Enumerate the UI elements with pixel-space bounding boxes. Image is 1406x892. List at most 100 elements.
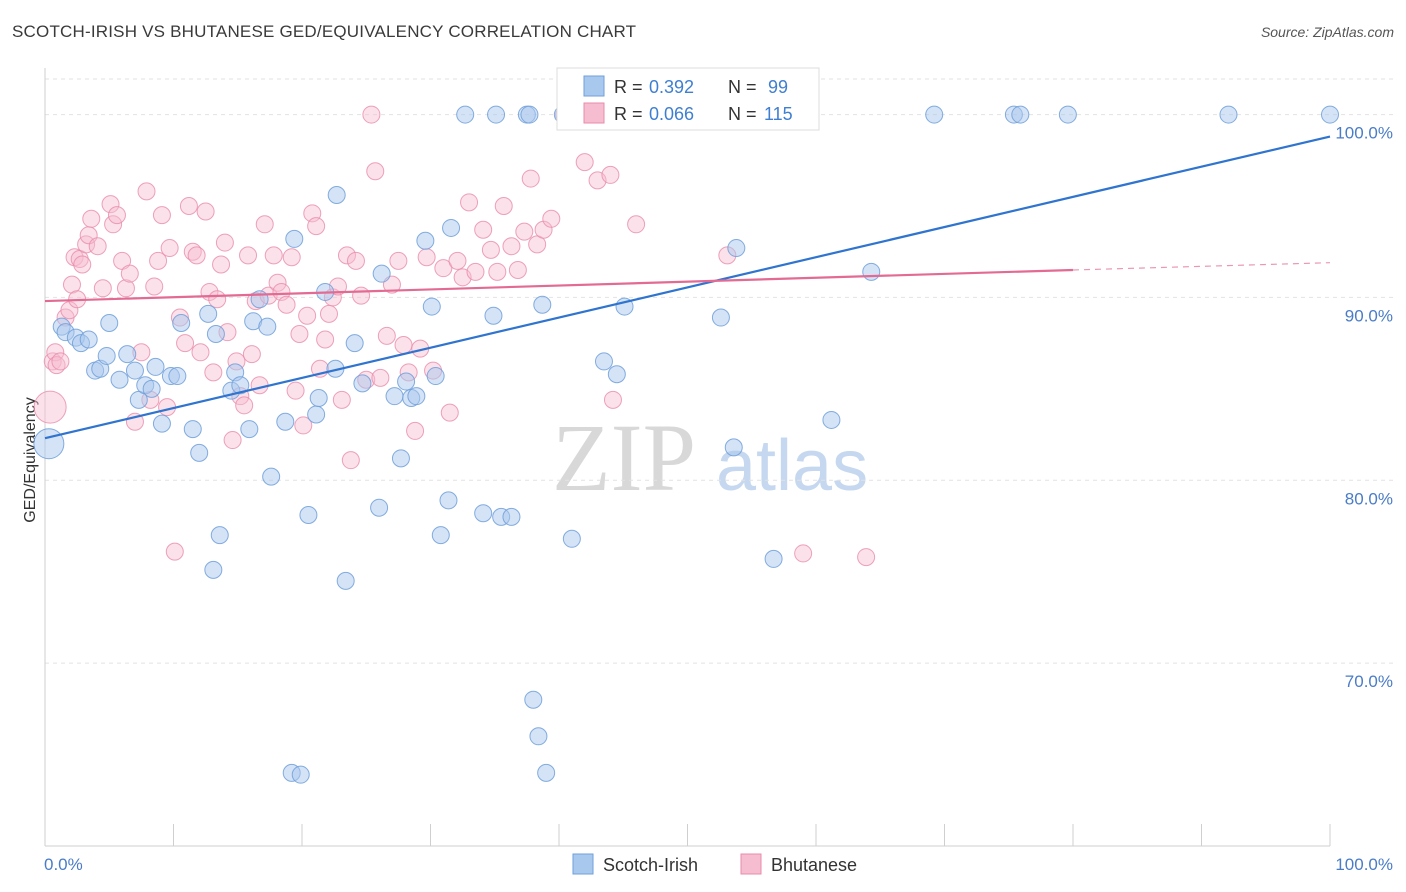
bhutanese-point xyxy=(46,343,65,362)
bhutanese-point xyxy=(406,421,425,440)
bhutanese-point xyxy=(290,325,309,343)
scotch-irish-point xyxy=(474,504,493,523)
bhutanese-trend-extension xyxy=(1072,262,1331,271)
bhutanese-point xyxy=(371,368,390,387)
bottom-legend-label-bhutanese: Bhutanese xyxy=(771,855,857,875)
bhutanese-point xyxy=(474,220,493,239)
bhutanese-point xyxy=(277,295,296,314)
scotch-irish-point xyxy=(258,317,277,336)
bhutanese-point xyxy=(116,279,135,298)
bhutanese-point xyxy=(362,105,381,124)
legend-n-value-2: 115 xyxy=(764,104,793,124)
bhutanese-point xyxy=(208,290,227,309)
bhutanese-point xyxy=(235,396,254,415)
bhutanese-point xyxy=(377,326,396,345)
bhutanese-point xyxy=(603,390,622,409)
scotch-irish-point xyxy=(118,345,137,364)
bhutanese-point xyxy=(187,246,206,265)
bhutanese-point xyxy=(255,215,274,234)
bhutanese-point xyxy=(857,548,876,567)
legend-r-label-1: R = xyxy=(614,77,643,97)
chart-title: SCOTCH-IRISH VS BHUTANESE GED/EQUIVALENC… xyxy=(12,22,637,41)
scotch-irish-point xyxy=(285,229,304,248)
bottom-legend-label-scotch-irish: Scotch-Irish xyxy=(603,855,698,875)
bhutanese-point xyxy=(212,255,231,274)
scotch-irish-point xyxy=(562,529,581,548)
bhutanese-point xyxy=(33,390,67,424)
axes xyxy=(44,68,1331,847)
bhutanese-point xyxy=(319,304,338,323)
scotch-irish-point xyxy=(210,526,229,545)
scotch-irish-point xyxy=(1058,105,1077,124)
bhutanese-point xyxy=(152,206,171,225)
source-credit: Source: ZipAtlas.com xyxy=(1260,24,1394,40)
scotch-irish-trend-line xyxy=(44,135,1331,440)
bhutanese-point xyxy=(191,343,210,362)
scotch-irish-point xyxy=(276,412,295,431)
bottom-legend: Scotch-Irish Bhutanese xyxy=(572,853,857,875)
bhutanese-point xyxy=(488,262,507,281)
scotch-irish-point xyxy=(199,304,218,323)
bhutanese-point xyxy=(250,376,269,395)
bhutanese-point xyxy=(627,215,646,234)
bhutanese-point xyxy=(389,251,408,270)
bhutanese-point xyxy=(107,206,126,225)
scotch-irish-point xyxy=(426,367,445,386)
scotch-irish-point xyxy=(336,571,355,590)
scotch-irish-point xyxy=(456,105,475,124)
bhutanese-point xyxy=(298,306,317,325)
scotch-irish-point xyxy=(397,372,416,391)
y-tick-labels: 70.0% 80.0% 90.0% 100.0% xyxy=(1335,124,1393,692)
scotch-irish-point xyxy=(431,526,450,545)
watermark: ZIP atlas xyxy=(552,404,868,511)
bhutanese-point xyxy=(394,335,413,354)
bhutanese-point xyxy=(286,381,305,400)
scotch-irish-point xyxy=(487,105,506,124)
stats-legend: R = 0.392 N = 99 R = 0.066 N = 115 xyxy=(556,67,820,131)
scotch-irish-point xyxy=(183,420,202,439)
bhutanese-trend-line xyxy=(44,268,1074,303)
scotch-irish-point xyxy=(439,491,458,510)
scotch-irish-point xyxy=(231,376,250,395)
legend-swatch-bhutanese xyxy=(583,102,605,124)
y-axis-label: GED/Equivalency xyxy=(22,397,39,522)
scotch-irish-point xyxy=(206,325,225,343)
scotch-irish-point xyxy=(172,314,191,333)
scotch-irish-point xyxy=(524,690,543,709)
bhutanese-point xyxy=(264,246,283,265)
bhutanese-point xyxy=(101,195,120,214)
legend-r-value-2: 0.066 xyxy=(649,104,694,124)
scotch-irish-point xyxy=(345,334,364,353)
bhutanese-point xyxy=(242,345,261,364)
bhutanese-point xyxy=(93,279,112,298)
scotch-irish-point xyxy=(502,507,521,526)
bhutanese-point xyxy=(88,237,107,256)
scotch-irish-point xyxy=(422,297,441,316)
scotch-irish-point xyxy=(594,352,613,371)
bhutanese-point xyxy=(332,390,351,409)
bhutanese-point xyxy=(149,251,168,270)
scotch-irish-point xyxy=(307,405,326,424)
scotch-irish-point xyxy=(250,290,269,309)
scotch-irish-point xyxy=(299,506,318,525)
bhutanese-point xyxy=(196,202,215,221)
scotch-irish-point xyxy=(727,239,746,258)
y-tick-label-100: 100.0% xyxy=(1335,124,1393,143)
scotch-irish-point xyxy=(391,449,410,468)
bhutanese-point xyxy=(62,275,81,294)
scotch-irish-point xyxy=(711,308,730,327)
scotch-irish-point xyxy=(110,370,129,389)
scotch-irish-point xyxy=(370,498,389,517)
watermark-atlas: atlas xyxy=(716,426,868,506)
bhutanese-point xyxy=(366,162,385,181)
scotch-irish-point xyxy=(327,186,346,205)
scotch-irish-point xyxy=(407,387,426,406)
legend-r-value-1: 0.392 xyxy=(649,77,694,97)
bhutanese-point xyxy=(137,182,156,201)
scotch-irish-point xyxy=(372,264,391,283)
bhutanese-point xyxy=(337,246,356,265)
bhutanese-point xyxy=(515,222,534,241)
scotch-irish-point xyxy=(484,306,503,325)
bhutanese-point xyxy=(215,233,234,252)
